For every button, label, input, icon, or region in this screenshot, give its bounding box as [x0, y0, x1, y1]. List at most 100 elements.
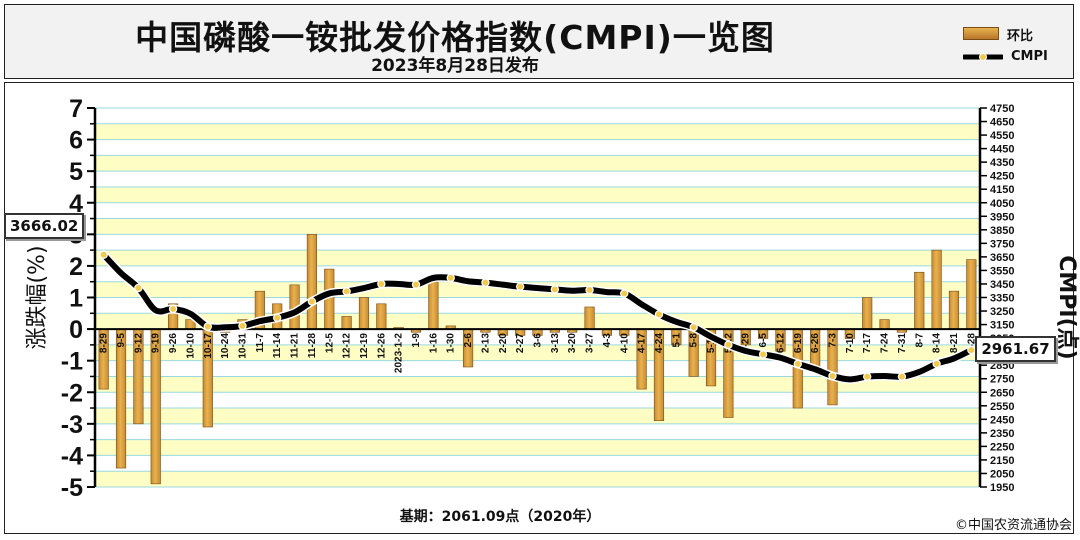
left-axis-title: 涨跌幅(%)	[25, 245, 50, 349]
grid-band	[95, 471, 980, 487]
grid-band	[95, 123, 980, 140]
x-axis-tick-label: 12-12	[342, 333, 353, 359]
bar	[358, 297, 370, 330]
right-axis-tick-label: 4450	[990, 144, 1014, 156]
bar	[428, 281, 439, 330]
x-axis-tick-label: 5-1	[671, 333, 682, 348]
right-axis-tick-label: 1950	[990, 482, 1014, 494]
left-axis-tick-label: -4	[61, 442, 83, 470]
x-axis-tick-label: 11-14	[272, 333, 283, 358]
x-axis-tick-label: 3-20	[567, 333, 578, 353]
chart-header: 中国磷酸一铵批发价格指数(CMPI)一览图 2023年8月28日发布 环比 CM…	[4, 4, 1074, 79]
right-axis-tick-label: 2650	[990, 387, 1014, 399]
cmpi-point	[481, 278, 490, 287]
x-axis-tick-label: 11-28	[307, 333, 318, 358]
chart-subtitle: 2023年8月28日发布	[371, 56, 539, 76]
legend-line-label: CMPI	[1011, 49, 1048, 64]
right-axis-tick-label: 2150	[990, 455, 1014, 467]
grid-band	[95, 155, 980, 172]
x-axis-tick-label: 7-3	[828, 333, 839, 348]
cmpi-point	[307, 297, 317, 306]
x-axis-tick-label: 2-6	[463, 333, 474, 348]
cmpi-point	[550, 285, 560, 294]
left-axis-tick-label: 0	[69, 316, 83, 344]
left-axis-tick-label: -5	[61, 474, 83, 502]
cmpi-point	[793, 359, 802, 369]
right-axis-tick-label: 2350	[990, 428, 1014, 440]
x-axis-tick-label: 9-5	[116, 333, 127, 348]
right-axis-tick-label: 4650	[990, 117, 1014, 129]
grid-band	[95, 186, 980, 203]
x-axis-tick-label: 10-31	[238, 333, 249, 359]
x-axis-tick-label: 9-12	[133, 333, 144, 353]
x-axis-tick-label: 9-26	[168, 333, 179, 353]
x-axis-tick-label: 12-19	[359, 333, 370, 359]
bar	[341, 316, 352, 330]
right-axis-tick-label: 2750	[990, 374, 1014, 386]
bar	[966, 259, 977, 330]
x-axis-tick-label: 4-10	[619, 333, 630, 353]
x-axis-tick-label: 11-7	[255, 333, 266, 353]
right-axis-tick-label: 4750	[990, 103, 1014, 115]
x-axis-tick-label: 5-29	[741, 333, 752, 353]
x-axis-tick-label: 7-24	[880, 333, 891, 353]
x-axis-tick-label: 7-17	[862, 333, 873, 353]
right-axis-tick-label: 3450	[990, 279, 1014, 291]
cmpi-point	[134, 283, 143, 293]
bar	[948, 290, 960, 330]
cmpi-point	[654, 310, 664, 319]
bar	[115, 328, 127, 469]
annotation-first-cmpi: 3666.02	[4, 212, 85, 239]
left-axis-tick-label: 2	[69, 253, 83, 281]
cmpi-point	[863, 372, 872, 381]
legend-bar-swatch	[963, 27, 999, 40]
cmpi-point	[446, 273, 455, 283]
grid-band	[95, 376, 980, 393]
cmpi-point	[411, 280, 421, 289]
x-axis-tick-label: 4-3	[602, 333, 613, 348]
grid-band	[95, 408, 980, 424]
cmpi-point	[585, 285, 594, 295]
x-axis-tick-label: 3-6	[533, 333, 544, 348]
x-axis-tick-label: 4-24	[654, 333, 665, 353]
x-axis-tick-label: 8-29	[99, 333, 110, 353]
left-axis-tick-label: -2	[61, 379, 83, 407]
x-axis-tick-label: 2-27	[515, 333, 526, 353]
cmpi-point	[620, 289, 629, 298]
chart-title: 中国磷酸一铵批发价格指数(CMPI)一览图	[135, 18, 775, 57]
cmpi-point	[515, 282, 525, 291]
x-axis-tick-label: 10-24	[220, 333, 231, 359]
cmpi-point	[828, 371, 837, 381]
x-axis-tick-label: 5-15	[706, 333, 717, 353]
right-axis-tick-label: 4350	[990, 157, 1014, 169]
x-axis-tick-label: 3-27	[585, 333, 596, 353]
right-axis-tick-label: 3550	[990, 265, 1014, 277]
cmpi-point	[897, 372, 907, 381]
x-axis-tick-label: 5-8	[689, 333, 700, 348]
right-axis-tick-label: 4150	[990, 184, 1014, 196]
right-axis-tick-label: 3650	[990, 252, 1014, 264]
legend-bar-label: 环比	[1007, 29, 1034, 44]
cmpi-point	[273, 313, 282, 323]
left-axis-tick-label: 6	[69, 127, 83, 155]
bar	[914, 271, 925, 330]
cmpi-point	[689, 323, 698, 332]
bar	[306, 234, 317, 330]
left-axis-tick-label: 4	[69, 190, 83, 218]
x-axis-tick-label: 11-21	[290, 333, 301, 358]
left-axis-tick-label: 1	[69, 285, 83, 313]
x-axis-tick-label: 6-5	[758, 333, 769, 348]
cmpi-point	[342, 287, 351, 296]
right-axis-tick-label: 2450	[990, 414, 1014, 426]
cmpi-point	[967, 345, 976, 355]
cmpi-point	[377, 279, 386, 289]
cmpi-point	[758, 350, 768, 359]
grid-band	[95, 439, 980, 456]
cmpi-point	[932, 359, 941, 369]
right-axis-tick-label: 2850	[990, 360, 1014, 372]
x-axis-tick-label: 7-10	[845, 333, 856, 353]
x-axis-tick-label: 2023-1-2	[394, 333, 405, 373]
x-axis-tick-label: 2-13	[480, 333, 491, 353]
right-axis-tick-label: 4250	[990, 171, 1014, 183]
right-axis-tick-label: 3350	[990, 293, 1014, 305]
